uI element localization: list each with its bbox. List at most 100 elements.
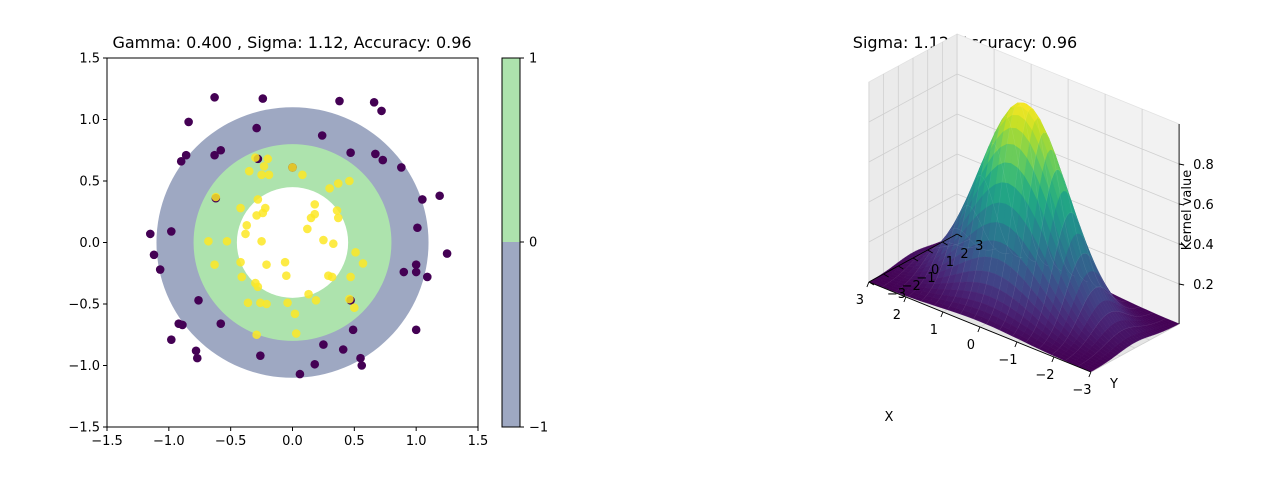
data-point [211,192,221,202]
data-point [418,195,427,204]
colorbar: 1 0 −1 [501,52,548,436]
data-point [319,340,328,349]
data-point [262,260,271,269]
data-point [442,249,452,258]
x-tick [1088,371,1092,378]
wire-line [1077,318,1167,367]
data-point [194,296,203,305]
data-point [351,248,360,257]
data-point [413,223,422,233]
data-point [288,163,297,172]
data-point [356,353,365,363]
y-axis-label: Y [1109,377,1118,392]
wire-line [1064,310,1154,361]
data-point [358,259,368,268]
data-point [210,260,219,269]
x-axis-ticks: −1.5 −1.0 −0.5 0.0 0.5 1.0 1.5 [91,427,488,449]
y-tick [956,233,963,238]
data-point [176,157,186,166]
y-tick [942,241,948,246]
wire-line [1090,323,1180,373]
z-tick [1179,243,1185,246]
data-point [333,179,343,188]
x-tick [977,326,981,333]
x-tick-label: −2 [1035,368,1054,383]
y-tick-label: 0.5 [79,175,100,190]
z-tick-label: 0.2 [1193,278,1214,293]
data-point [397,163,406,172]
data-point [325,184,334,193]
data-point [191,346,201,356]
grid-line [868,113,958,163]
y-tick-label: −1.5 [68,421,100,436]
wire-line [1051,286,1140,356]
x-tick-label: 1.0 [406,434,427,449]
data-point [252,330,261,340]
data-point [411,260,421,269]
data-point [253,282,263,292]
y-tick-label: −1 [916,271,935,286]
y-tick-label: 3 [975,239,983,254]
z-tick [1179,203,1185,206]
data-point [253,195,263,204]
data-point [216,319,226,328]
y-axis-ticks: −1.5 −1.0 −0.5 0.0 0.5 1.0 1.5 [68,52,107,436]
x-tick [940,311,944,318]
wire-line [999,131,1088,331]
data-point [283,298,292,308]
wire-line [934,175,1023,306]
data-point [411,325,421,335]
wire-line [1012,169,1101,337]
wire-line [960,115,1049,315]
data-point [149,250,159,260]
colorbar-tick-label: −1 [529,421,548,436]
data-point [167,335,176,344]
grid-line [956,113,1180,205]
data-point [216,145,226,155]
x-tick-label: 0.5 [344,434,365,449]
x-tick [903,296,907,303]
x-tick-label: −1.5 [91,434,123,449]
data-point [181,150,191,160]
data-points [145,93,452,379]
y-tick-label: −3 [887,287,906,302]
data-point [258,208,268,218]
y-tick-label: −2 [902,279,921,294]
decision-boundary-plot: Gamma: 0.400 , Sigma: 1.12, Accuracy: 0.… [68,33,488,449]
colorbar-segment-upper [502,58,520,242]
data-point [252,123,261,133]
colorbar-ticks: 1 0 −1 [520,52,548,436]
data-point [399,267,409,277]
y-tick-label: 0.0 [79,236,100,251]
x-tick-label: 1 [930,323,938,338]
data-point [280,257,290,267]
x-tick [1014,341,1018,348]
data-point [184,117,193,127]
kernel-surface [868,102,1180,373]
data-point [357,361,367,370]
data-point [348,325,358,335]
data-point [317,131,327,140]
data-point [256,351,265,360]
y-tick [898,265,904,270]
y-tick-label: 1 [946,255,954,270]
z-tick-label: 0.4 [1193,238,1214,253]
data-point [251,153,260,162]
x-tick-label: −3 [1072,383,1091,398]
colorbar-tick-label: 0 [529,236,537,251]
x-tick-label: 0.0 [282,434,303,449]
data-point [210,150,219,160]
data-point [338,345,348,354]
x-axis-label: X [885,410,894,425]
data-point [422,272,432,282]
data-point [290,309,300,319]
y-tick [927,249,933,254]
x-tick-label: 3 [856,293,864,308]
colorbar-segment-lower [502,242,520,427]
y-tick-label: 1.0 [79,113,100,128]
data-point [242,220,252,230]
data-point [262,299,271,309]
data-point [178,320,187,330]
data-point [222,236,232,246]
